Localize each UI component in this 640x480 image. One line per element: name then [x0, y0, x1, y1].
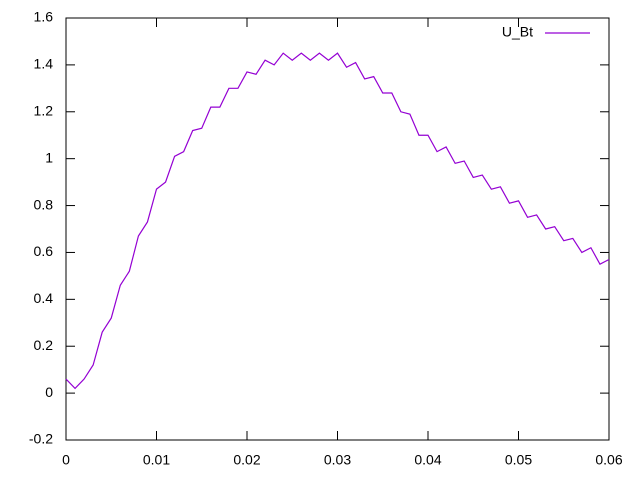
x-tick-label: 0.01 — [143, 452, 170, 468]
x-tick-label: 0.06 — [595, 452, 622, 468]
y-tick-label: 1.6 — [34, 9, 54, 25]
data-line — [65, 52, 610, 390]
x-tick-label: 0.03 — [324, 452, 351, 468]
y-tick-label: 0.2 — [34, 337, 54, 353]
y-tick-label: 1 — [45, 149, 53, 165]
y-tick-label: 0 — [45, 384, 53, 400]
y-tick-label: 0.8 — [34, 196, 54, 212]
y-tick-label: -0.2 — [29, 431, 53, 447]
x-tick-label: 0.05 — [505, 452, 532, 468]
x-tick-label: 0.02 — [233, 452, 260, 468]
y-tick-label: 0.6 — [34, 243, 54, 259]
legend-label: U_Bt — [502, 24, 533, 40]
y-tick-label: 1.2 — [34, 102, 54, 118]
y-tick-label: 1.4 — [34, 56, 54, 72]
plot-border — [65, 17, 610, 441]
y-tick-label: 0.4 — [34, 290, 54, 306]
x-tick-label: 0.04 — [414, 452, 441, 468]
x-tick-label: 0 — [62, 452, 70, 468]
